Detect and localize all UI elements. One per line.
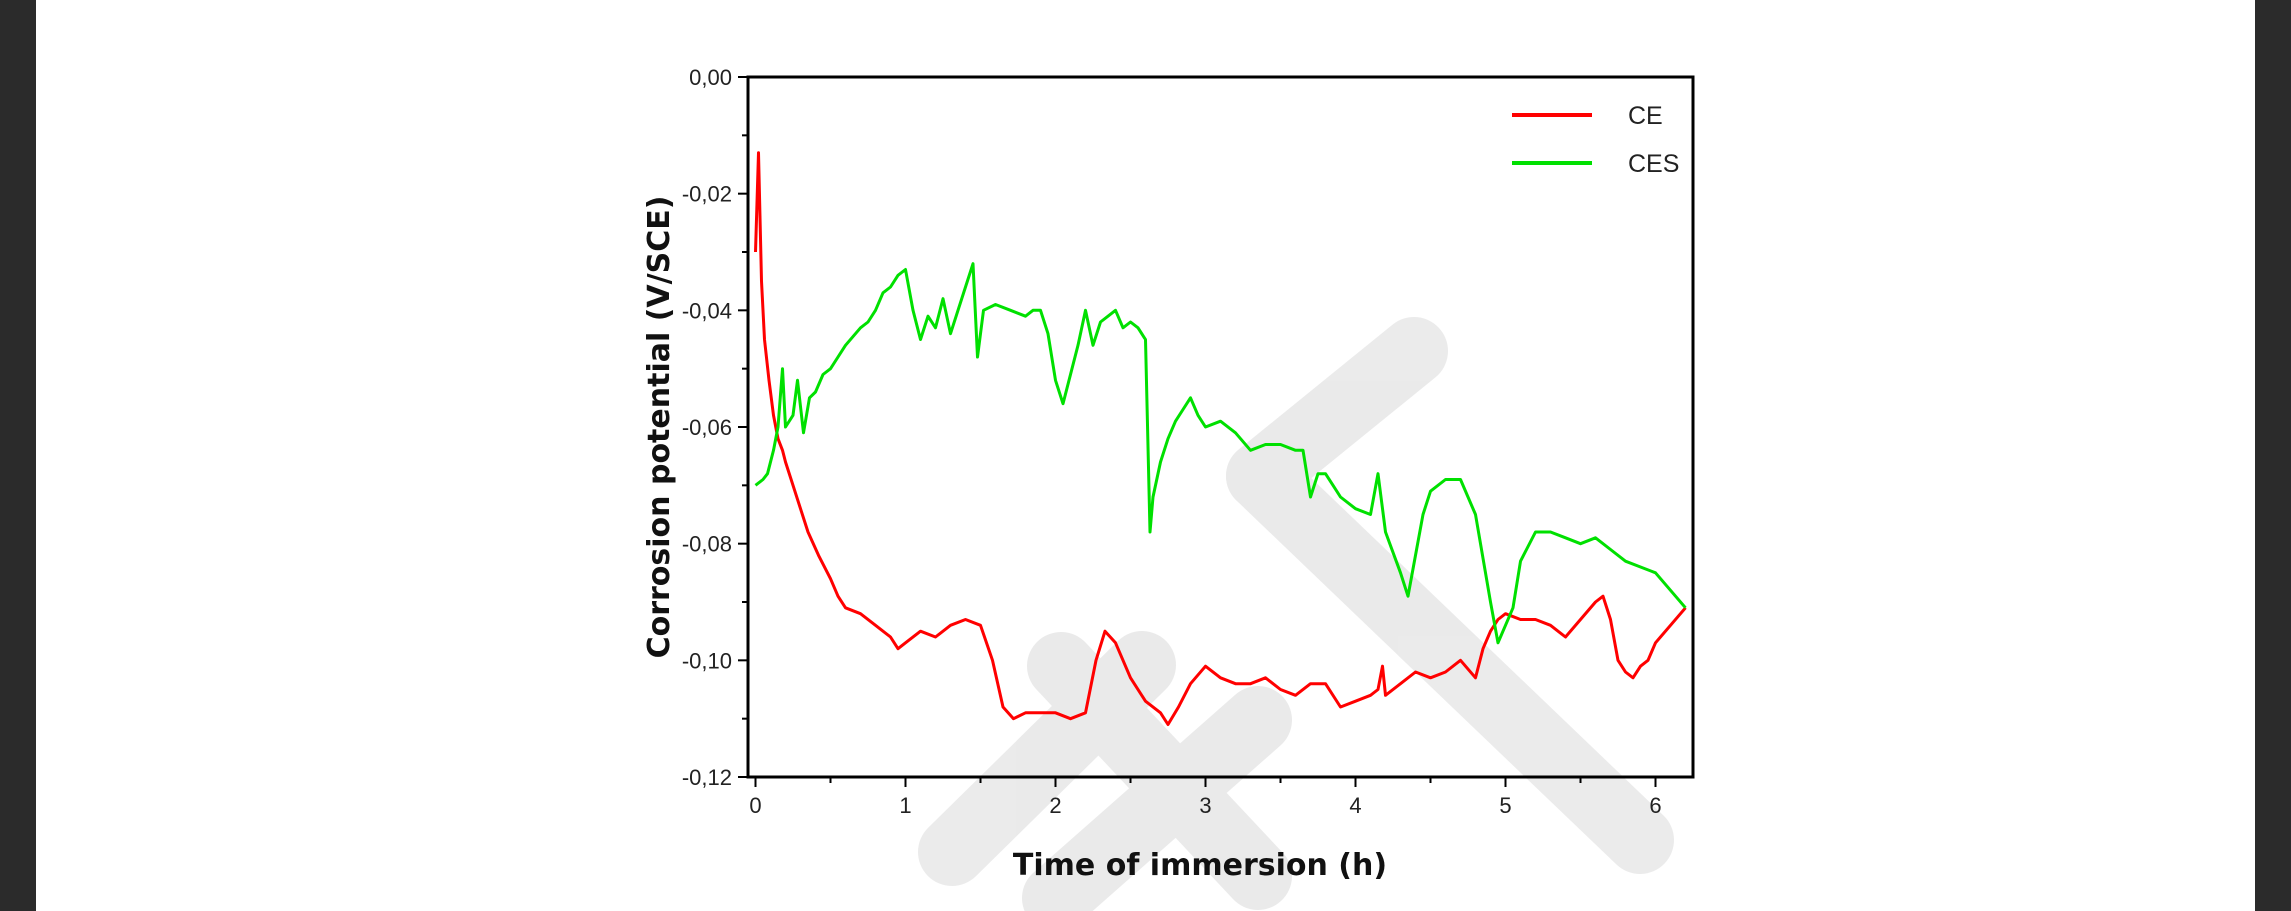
x-axis: 0 1 2 3 4 5 6: [749, 777, 1662, 818]
series-line-ce: [754, 151, 1687, 726]
y-axis: 0,00 -0,02 -0,04 -0,06 -0,08 -0,10 -0,12: [682, 65, 748, 790]
y-tick-label: 0,00: [689, 65, 732, 90]
legend: CE CES: [1512, 102, 1679, 178]
x-tick-label: 1: [899, 793, 911, 818]
y-tick-label: -0,06: [682, 415, 732, 440]
document-page: 0 1 2 3 4 5 6 0,00 -0,02 -0,04 -0,06 -0,08 -0,10 -0,…: [36, 0, 2255, 911]
legend-label-ce: CE: [1628, 102, 1663, 130]
y-tick-label: -0,04: [682, 298, 732, 323]
x-tick-label: 6: [1649, 793, 1661, 818]
plot-frame: [746, 75, 1695, 779]
x-tick-label: 3: [1199, 793, 1211, 818]
y-tick-label: -0,02: [682, 182, 732, 207]
series-line-ces: [754, 262, 1687, 645]
y-tick-label: -0,08: [682, 532, 732, 557]
legend-label-ces: CES: [1628, 150, 1679, 178]
x-tick-label: 2: [1049, 793, 1061, 818]
x-tick-label: 0: [749, 793, 761, 818]
watermark-logo: [918, 317, 1674, 911]
y-tick-label: -0,10: [682, 648, 732, 673]
corrosion-potential-chart: 0 1 2 3 4 5 6 0,00 -0,02 -0,04 -0,06 -0,08 -0,10 -0,…: [642, 65, 1695, 911]
series-layer: [754, 151, 1687, 726]
y-tick-label: -0,12: [682, 765, 732, 790]
x-tick-label: 4: [1349, 793, 1361, 818]
x-tick-label: 5: [1499, 793, 1511, 818]
y-axis-title: Corrosion potential (V/SCE): [642, 196, 677, 659]
x-axis-title: Time of immersion (h): [1013, 848, 1387, 883]
